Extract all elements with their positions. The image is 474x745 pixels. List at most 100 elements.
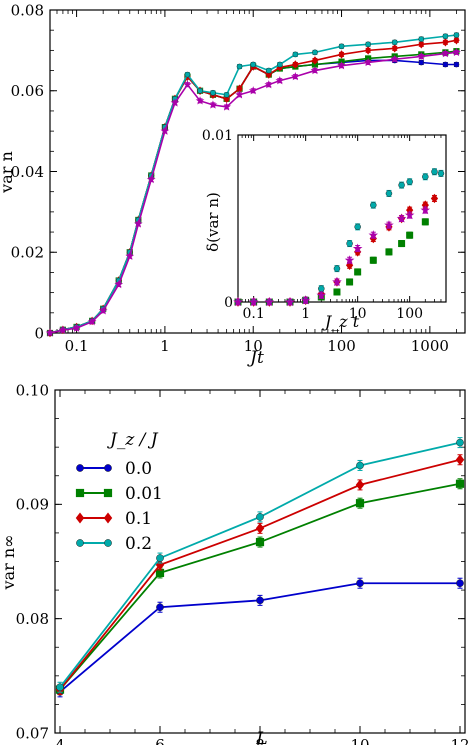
data-point (146, 175, 156, 184)
data-point (430, 193, 439, 204)
y-tick-label: 0 (34, 324, 44, 342)
legend-label: 0.1 (125, 509, 152, 529)
legend-marker (103, 488, 113, 498)
data-point (356, 579, 364, 588)
x-tick-label: 100 (327, 337, 356, 355)
legend-label: 0.01 (125, 484, 163, 504)
data-point (208, 100, 218, 109)
x-tick-label: 0.1 (65, 337, 89, 355)
data-point (441, 49, 450, 58)
data-point (368, 230, 379, 240)
data-point (406, 178, 413, 186)
data-point (58, 325, 68, 334)
inset-series (233, 168, 445, 307)
data-point (332, 276, 342, 287)
data-point (456, 579, 464, 588)
x-tick-label: 10 (350, 736, 369, 745)
data-point (87, 317, 97, 326)
data-point (184, 71, 191, 78)
legend-label: 0.2 (125, 534, 152, 554)
data-point (264, 80, 274, 89)
x-tick-label: 12 (450, 736, 469, 745)
data-point (223, 91, 230, 98)
x-tick-label: 10 (244, 337, 263, 355)
data-point (385, 190, 393, 197)
x-tick-label: 1 (301, 306, 310, 322)
data-point (72, 323, 81, 332)
data-point (418, 40, 425, 49)
top-series (45, 32, 461, 338)
data-point (431, 168, 438, 175)
data-point (384, 220, 394, 230)
data-point (420, 205, 431, 215)
data-point (346, 240, 353, 247)
data-point (453, 61, 460, 68)
x-tick-label: 0.1 (243, 306, 265, 322)
data-point (311, 56, 319, 65)
data-point (316, 290, 327, 300)
data-point (275, 76, 285, 85)
data-point (344, 255, 355, 265)
data-point (256, 596, 264, 605)
y-tick-label: 0.01 (202, 128, 233, 144)
data-point (333, 265, 341, 272)
data-point (255, 522, 265, 534)
data-point (442, 38, 449, 47)
legend-marker (104, 464, 112, 472)
data-point (452, 47, 461, 57)
data-point (406, 231, 414, 239)
data-point (453, 32, 460, 38)
data-point (333, 288, 341, 296)
data-point (363, 57, 373, 67)
data-point (354, 268, 362, 276)
data-point (398, 240, 406, 248)
data-point (133, 219, 143, 228)
data-point (398, 181, 405, 189)
data-point (370, 201, 377, 209)
data-point (265, 67, 272, 74)
data-point (160, 126, 170, 135)
x-tick-label: 1 (160, 337, 170, 355)
bottom-ticks: 4 6 8 10 12 0.07 0.08 0.09 0.10 (16, 381, 470, 745)
data-point (236, 63, 243, 70)
data-point (256, 513, 264, 521)
y-tick-label: 0.10 (16, 381, 49, 399)
data-point (404, 210, 415, 220)
data-point (222, 102, 231, 111)
legend-title: J_z / J (107, 430, 159, 450)
data-point (255, 537, 265, 547)
data-point (183, 80, 192, 89)
data-point (390, 54, 400, 63)
data-point (235, 90, 244, 99)
data-point (285, 296, 295, 307)
data-point (125, 251, 135, 260)
data-point (195, 96, 205, 105)
data-point (210, 89, 216, 96)
data-point (292, 51, 299, 58)
data-point (56, 683, 64, 692)
data-point (396, 213, 407, 223)
data-point (385, 248, 393, 256)
data-point (418, 36, 425, 42)
x-tick-label: 6 (155, 736, 165, 745)
series-line (59, 458, 461, 691)
data-point (391, 39, 398, 46)
legend-marker (103, 512, 113, 524)
y-tick-label: 0.02 (11, 244, 44, 262)
bottom-series (55, 437, 465, 698)
top-y-axis-label: var n (0, 151, 16, 194)
data-point (98, 306, 108, 315)
data-point (156, 554, 164, 562)
x-tick-label: 1000 (411, 337, 449, 355)
x-tick-label: 4 (55, 736, 65, 745)
data-point (456, 438, 464, 447)
bottom-x-axis-label: L (255, 729, 267, 745)
data-point (264, 296, 275, 307)
legend-marker (75, 488, 85, 498)
data-point (250, 61, 257, 68)
y-tick-label: 0 (224, 295, 233, 311)
data-point (248, 86, 258, 95)
data-point (338, 43, 345, 50)
